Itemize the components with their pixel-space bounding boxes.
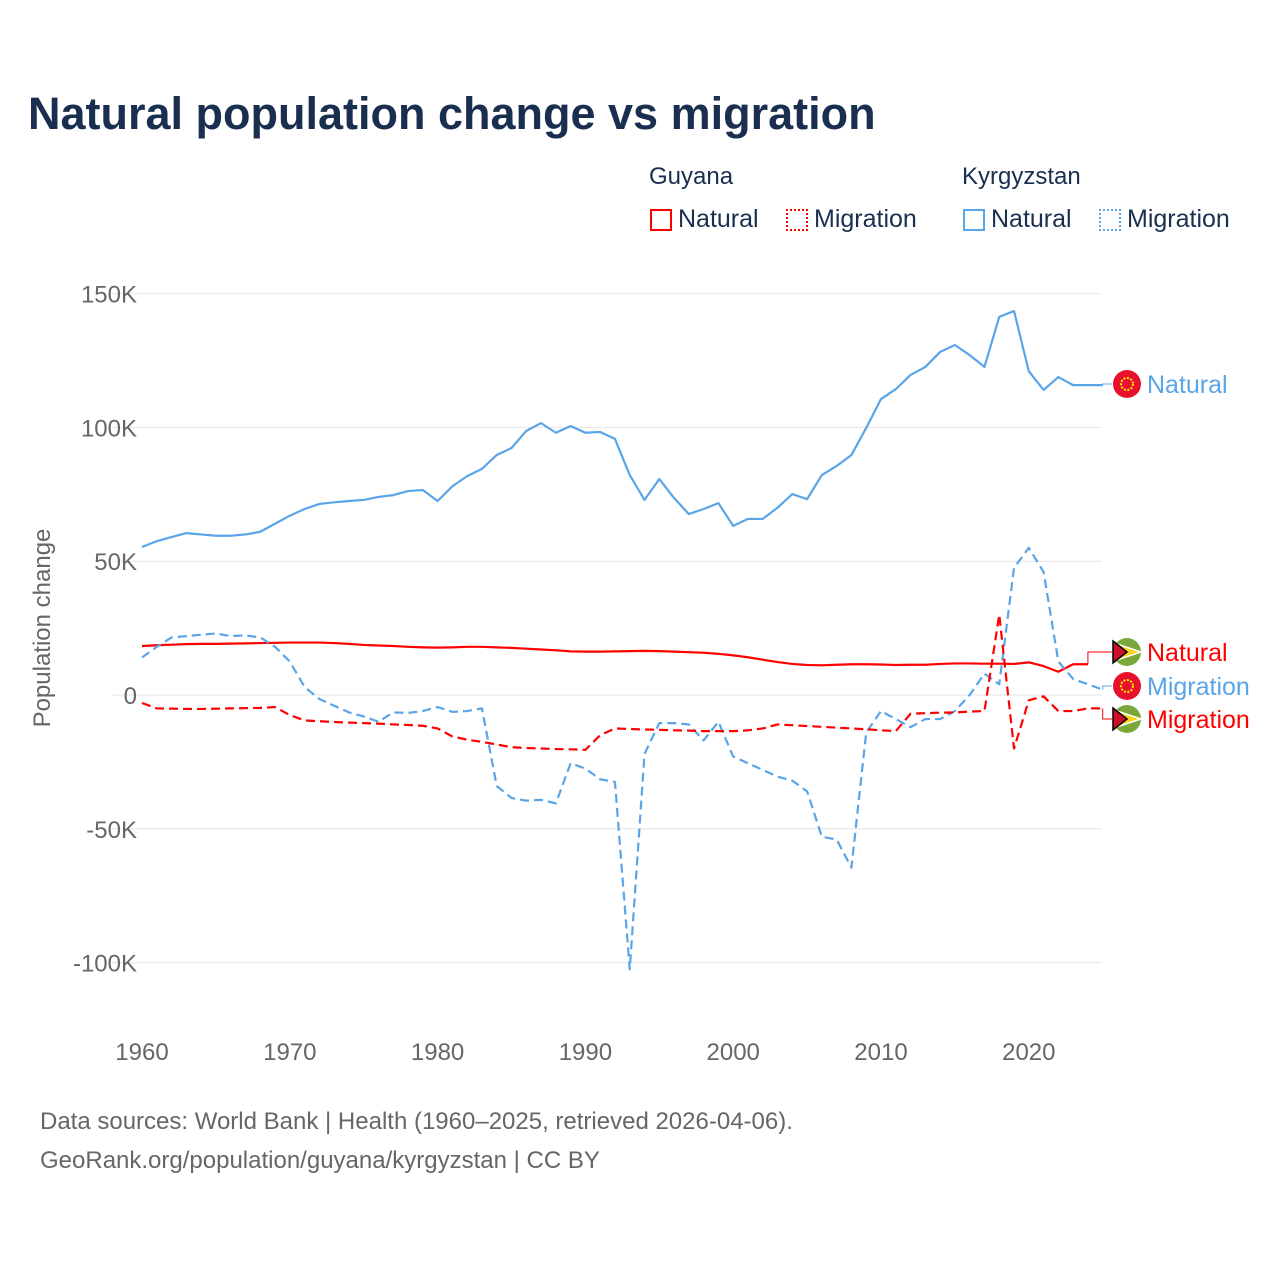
x-tick-label: 1960 [115, 1039, 168, 1066]
flag-background [1113, 672, 1141, 700]
legend-swatch [963, 208, 985, 231]
legend-swatch [650, 208, 672, 231]
source-line-1: Data sources: World Bank | Health (1960–… [40, 1108, 793, 1135]
label-connector [1102, 685, 1112, 690]
guyana-flag-icon [1112, 705, 1144, 733]
y-axis-label: Population change [29, 529, 56, 728]
y-tick-label: -100K [73, 951, 137, 978]
flag-sun [1120, 679, 1134, 693]
series-line-kyrgyzstan-migration [141, 546, 1104, 971]
legend-guyana-natural[interactable]: Natural [650, 205, 759, 234]
flag-triangle [1112, 639, 1129, 665]
y-tick-label: 150K [81, 282, 137, 309]
x-tick-label: 1970 [263, 1039, 316, 1066]
legend-swatch [786, 208, 808, 231]
y-tick-label: -50K [86, 817, 137, 844]
x-tick-label: 2010 [854, 1039, 907, 1066]
kyrgyzstan-flag-icon [1113, 672, 1141, 700]
series-line-guyana-migration [141, 613, 1103, 751]
y-tick-label: 0 [124, 683, 137, 710]
series-end-label: Migration [1147, 706, 1250, 734]
legend-swatch [1099, 208, 1121, 231]
guyana-flag-icon [1112, 638, 1144, 666]
legend-group-guyana: Guyana [649, 163, 734, 190]
series-line-kyrgyzstan-natural [141, 309, 1103, 549]
label-connector [1102, 383, 1112, 386]
kyrgyzstan-flag-icon [1113, 370, 1141, 398]
legend-kyrgyzstan-natural[interactable]: Natural [963, 205, 1072, 234]
series-line-guyana-natural [141, 641, 1088, 673]
legend-label: Natural [991, 205, 1072, 233]
label-connector [1102, 708, 1112, 720]
label-connector [1087, 651, 1112, 665]
legend-label: Migration [1127, 205, 1230, 233]
series-end-label: Natural [1147, 371, 1228, 399]
legend-group-kyrgyzstan: Kyrgyzstan [962, 163, 1081, 190]
legend-kyrgyzstan-migration[interactable]: Migration [1099, 205, 1230, 234]
flag-background [1113, 370, 1141, 398]
x-tick-label: 1990 [559, 1039, 612, 1066]
y-tick-label: 100K [81, 415, 137, 442]
chart-title: Natural population change vs migration [28, 88, 876, 139]
legend-label: Natural [678, 205, 759, 233]
source-line-2[interactable]: GeoRank.org/population/guyana/kyrgyzstan… [40, 1147, 600, 1174]
x-tick-label: 2020 [1002, 1039, 1055, 1066]
flag-sun [1120, 377, 1134, 391]
flag-triangle [1112, 706, 1129, 732]
series-end-label: Migration [1147, 673, 1250, 701]
series-end-label: Natural [1147, 639, 1228, 667]
legend-label: Migration [814, 205, 917, 233]
y-tick-label: 50K [94, 549, 137, 576]
x-tick-label: 2000 [707, 1039, 760, 1066]
legend-guyana-migration[interactable]: Migration [786, 205, 917, 234]
x-tick-label: 1980 [411, 1039, 464, 1066]
